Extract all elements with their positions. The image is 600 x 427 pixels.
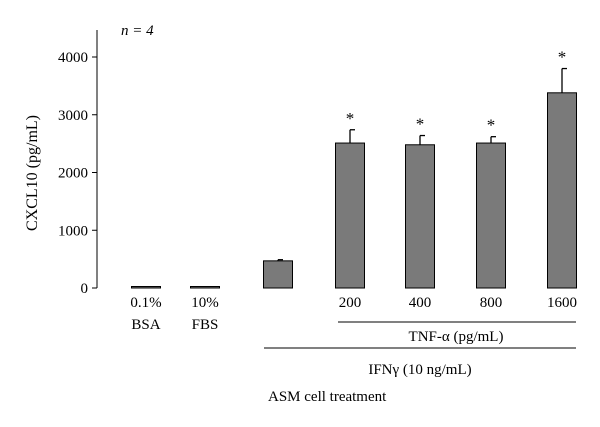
- bars-layer: * * * *: [131, 48, 577, 289]
- significance-star-5: *: [487, 116, 496, 135]
- significance-star-6: *: [558, 48, 567, 67]
- y-tick-label-3000: 3000: [58, 108, 88, 124]
- treatment-label: ASM cell treatment: [268, 389, 387, 405]
- category-label-3-0: 200: [339, 295, 362, 311]
- category-label-0-1: BSA: [131, 317, 160, 333]
- group-brackets: [264, 321, 576, 349]
- significance-star-3: *: [346, 109, 355, 128]
- category-label-0-0: 0.1%: [130, 295, 161, 311]
- category-label-6-0: 1600: [547, 295, 577, 311]
- bar-3: [335, 142, 365, 289]
- bar-1: [190, 286, 220, 289]
- y-tick-label-2000: 2000: [58, 166, 88, 182]
- ifn-group-label: IFNγ (10 ng/mL): [368, 362, 471, 378]
- category-labels: 0.1% BSA 10% FBS 200 400 800 1600: [130, 295, 577, 333]
- bar-5: [476, 142, 506, 289]
- category-label-1-1: FBS: [192, 317, 219, 333]
- y-axis: 0 1000 2000 3000 4000: [58, 30, 98, 297]
- y-tick-label-0: 0: [81, 281, 89, 297]
- bar-2: [263, 260, 293, 289]
- bar-6: [547, 92, 577, 289]
- sample-size-annotation: n = 4: [121, 23, 154, 39]
- category-label-4-0: 400: [409, 295, 432, 311]
- y-tick-label-4000: 4000: [58, 50, 88, 66]
- tnf-group-label: TNF-α (pg/mL): [409, 329, 504, 345]
- category-label-1-0: 10%: [191, 295, 219, 311]
- significance-star-4: *: [416, 115, 425, 134]
- bar-0: [131, 286, 161, 289]
- y-tick-label-1000: 1000: [58, 223, 88, 239]
- category-label-5-0: 800: [480, 295, 503, 311]
- bar-4: [405, 144, 435, 289]
- y-axis-title: CXCL10 (pg/mL): [24, 115, 41, 231]
